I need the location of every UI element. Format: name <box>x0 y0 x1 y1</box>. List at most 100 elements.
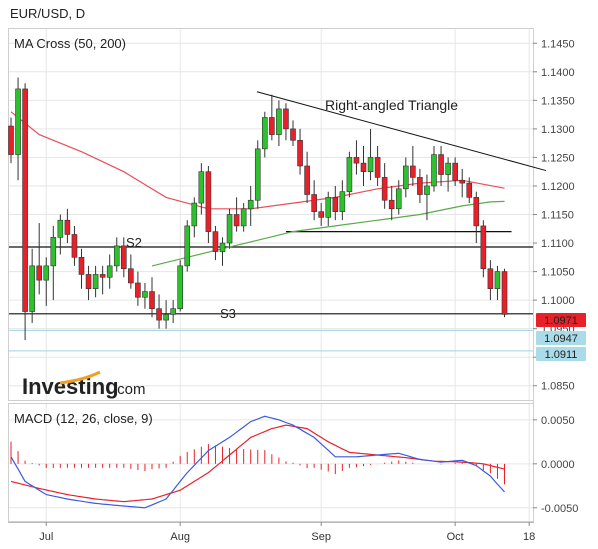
x-tick-label: Oct <box>447 531 464 543</box>
macd-label: MACD (12, 26, close, 9) <box>14 411 153 426</box>
candle-down <box>290 128 296 141</box>
candle-up <box>325 197 332 218</box>
s2-label: S2 <box>126 235 142 250</box>
candle-down <box>459 179 466 184</box>
candle-up <box>367 157 374 172</box>
candle-down <box>353 157 360 164</box>
pattern-label: Right-angled Triangle <box>325 97 458 113</box>
candle-down <box>269 117 275 135</box>
candle-up <box>402 165 409 190</box>
grid <box>9 29 533 521</box>
candle-up <box>276 108 282 135</box>
price-series <box>8 77 547 352</box>
candle-up <box>395 188 402 210</box>
candle-up <box>106 265 113 278</box>
candle-down <box>8 125 14 155</box>
candle-down <box>156 308 162 321</box>
macd-tick-label: 0.0000 <box>541 459 575 471</box>
candle-up <box>92 274 99 289</box>
candle-down <box>233 214 240 227</box>
logo-arrow-icon <box>59 370 101 385</box>
y-tick-label: 1.1300 <box>541 124 575 136</box>
x-tick-label: 18 <box>523 531 535 543</box>
candle-up <box>113 245 120 267</box>
candle-down <box>99 274 106 278</box>
candle-down <box>121 245 127 270</box>
candle-up <box>170 308 176 315</box>
candle-down <box>410 165 416 178</box>
candle-up <box>445 162 451 175</box>
candle-down <box>64 219 71 235</box>
y-tick-label: 1.1100 <box>541 238 574 250</box>
candle-up <box>163 314 169 321</box>
candle-down <box>283 108 289 130</box>
candle-down <box>297 140 303 167</box>
ma-cross-label: MA Cross (50, 200) <box>14 36 126 51</box>
candle-up <box>339 191 346 212</box>
x-tick-label: Aug <box>170 531 190 543</box>
candle-down <box>388 199 395 210</box>
candle-up <box>494 271 501 290</box>
candle-down <box>501 271 508 315</box>
y-tick-label: 1.1000 <box>541 295 575 307</box>
y-tick-label: 1.1350 <box>541 95 575 107</box>
candle-down <box>417 177 423 195</box>
candle-down <box>332 197 339 212</box>
candle-down <box>128 268 134 284</box>
candle-up <box>142 291 148 298</box>
candle-down <box>487 268 494 290</box>
candle-down <box>480 225 487 270</box>
candle-up <box>346 157 353 192</box>
investing-logo: Investing .com <box>22 370 146 399</box>
candle-down <box>149 291 155 309</box>
y-tick-label: 1.1150 <box>541 210 574 222</box>
candle-up <box>43 265 50 281</box>
x-tick-label: Jul <box>39 531 53 543</box>
candle-down <box>135 282 141 298</box>
candle-down <box>452 162 458 181</box>
candle-down <box>374 157 381 178</box>
candle-down <box>205 171 212 232</box>
candle-down <box>360 162 367 172</box>
candle-up <box>247 199 254 210</box>
candle-down <box>22 88 28 312</box>
candle-up <box>240 208 247 227</box>
x-tick-label: Sep <box>311 531 331 543</box>
axes: Jul Aug Sep Oct 18 1.1450 1.1400 1.1350 1.1300 1.… <box>39 38 578 543</box>
svg-text:1.0911: 1.0911 <box>545 349 578 361</box>
candle-down <box>36 265 43 281</box>
triangle-top-line <box>256 91 547 172</box>
y-tick-label: 1.1200 <box>541 181 575 193</box>
ma200-line <box>151 200 505 267</box>
candle-up <box>198 171 205 204</box>
price-badge-1: 1.0947 <box>536 331 586 345</box>
candle-down <box>438 154 444 175</box>
logo-suffix: .com <box>113 381 146 398</box>
candle-up <box>424 185 430 195</box>
chart-title: EUR/USD, D <box>10 6 85 21</box>
candle-up <box>261 117 268 150</box>
macd-tick-label: 0.0050 <box>541 415 575 427</box>
candle-up <box>254 148 261 201</box>
s3-label: S3 <box>220 306 236 321</box>
y-tick-label: 1.1450 <box>541 38 575 50</box>
candle-down <box>85 274 92 289</box>
svg-text:1.0947: 1.0947 <box>544 333 578 345</box>
y-tick-label: 1.1050 <box>541 267 575 279</box>
macd-line <box>10 415 505 509</box>
logo-word: Investing <box>22 374 119 399</box>
candle-up <box>15 88 21 155</box>
svg-text:1.0971: 1.0971 <box>544 315 578 327</box>
candle-down <box>466 182 473 198</box>
candle-up <box>226 214 233 244</box>
candle-up <box>219 242 226 252</box>
macd-series <box>10 415 505 509</box>
candle-up <box>57 219 64 238</box>
candle-up <box>50 237 57 267</box>
candle-down <box>381 177 388 201</box>
candle-up <box>184 225 191 267</box>
candle-up <box>191 202 198 227</box>
y-tick-label: 1.1400 <box>541 67 575 79</box>
candle-down <box>78 257 85 275</box>
